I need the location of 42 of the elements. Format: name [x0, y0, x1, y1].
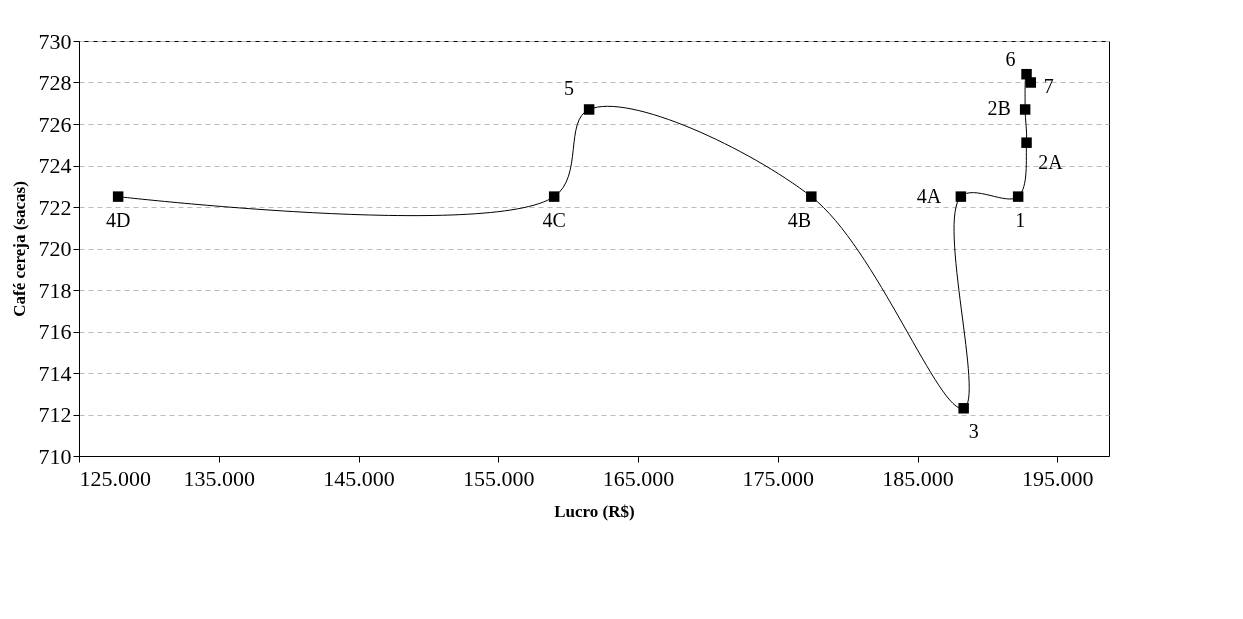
x-tick-label: 185.000 [882, 465, 954, 491]
point [806, 191, 817, 202]
y-tick-label: 710 [38, 443, 72, 469]
x-axis-title: Lucro (R$) [554, 501, 635, 521]
x-tick-label: 175.000 [742, 465, 815, 491]
x-tick-label: 195.000 [1022, 465, 1094, 491]
annotation: 5 [564, 77, 575, 100]
annotation: 4A [916, 184, 942, 207]
x-tick-label: 155.000 [463, 465, 535, 491]
x-tick-label: 125.000 [79, 465, 151, 491]
y-tick-label: 712 [38, 402, 72, 427]
point [583, 104, 595, 115]
y-tick-label: 728 [38, 70, 72, 95]
annotation: 4B [787, 208, 811, 231]
y-tick-label: 722 [38, 194, 72, 220]
annotation: 1 [1015, 208, 1026, 231]
y-axis-title: Café cereja (sacas) [9, 181, 29, 317]
point [955, 191, 967, 202]
annotation: 2B [987, 97, 1011, 120]
point [1012, 191, 1024, 202]
x-tick-label: 165.000 [602, 465, 675, 491]
annotation: 4D [105, 208, 131, 231]
annotation: 2A [1038, 150, 1064, 173]
x-tick-label: 135.000 [183, 465, 256, 491]
point [112, 191, 124, 202]
point [1025, 77, 1036, 88]
y-tick-label: 718 [38, 277, 72, 303]
point [1021, 137, 1032, 148]
annotation: 6 [1005, 48, 1016, 71]
annotation: 7 [1043, 74, 1054, 97]
point [548, 191, 560, 202]
y-tick-label: 724 [38, 153, 72, 178]
y-tick-label: 716 [38, 319, 72, 344]
y-tick-label: 720 [38, 236, 72, 261]
x-tick-label: 145.000 [323, 465, 395, 491]
annotation: 4C [542, 208, 566, 231]
point [958, 403, 969, 414]
y-tick-label: 714 [38, 360, 72, 386]
annotation: 3 [968, 420, 979, 443]
y-tick-label: 726 [38, 111, 72, 137]
point [1019, 104, 1031, 115]
y-tick-label: 730 [38, 28, 72, 54]
